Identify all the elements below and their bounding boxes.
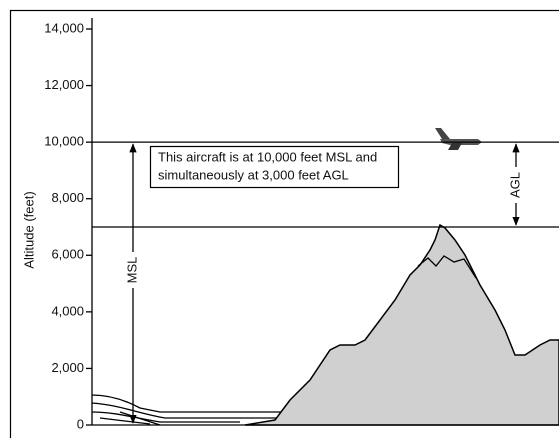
label-bg: [128, 252, 138, 288]
snow-line: [417, 255, 477, 279]
y-tick-label: 8,000: [51, 190, 84, 205]
y-tick-label: 2,000: [51, 360, 84, 375]
annotation-text: This aircraft is at 10,000 feet MSL and: [158, 149, 377, 164]
y-tick-label: 10,000: [44, 134, 84, 149]
label-bg: [511, 167, 521, 203]
aircraft: [435, 128, 482, 150]
annotation-box: [149, 145, 400, 189]
frame: [9, 9, 559, 438]
agl-label: AGL: [507, 172, 522, 198]
msl-label: MSL: [124, 257, 139, 284]
y-tick-label: 0: [77, 416, 84, 431]
annotation-text: simultaneously at 3,000 feet AGL: [158, 167, 349, 182]
y-tick-label: 4,000: [51, 303, 84, 318]
y-tick-label: 6,000: [51, 247, 84, 262]
axis-label: Altitude (feet): [21, 191, 36, 268]
shoreline: [91, 394, 290, 426]
mountain: [244, 223, 559, 426]
y-tick-label: 14,000: [44, 20, 84, 35]
y-tick-label: 12,000: [44, 77, 84, 92]
